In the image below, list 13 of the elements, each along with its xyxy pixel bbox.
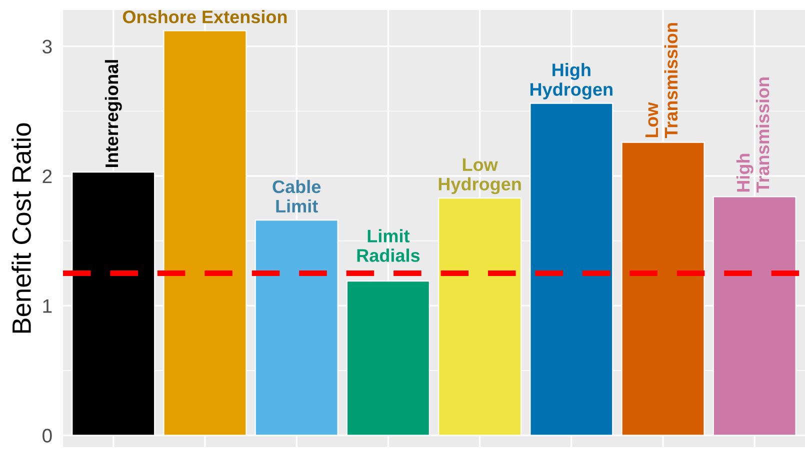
x-tick-label: High Transmission [736,78,770,193]
y-tick-label: 0 [42,428,52,443]
y-tick-label: 3 [42,40,52,54]
x-tick-label: Low Transmission [646,23,678,138]
y-axis-title: Benefit Cost Ratio [12,123,31,333]
x-tick-label: Low Hydrogen [438,158,521,194]
x-tick-label: Onshore Extension [122,10,287,24]
x-tick-label: Limit Radials [357,229,420,262]
x-tick-label: Interregional [104,60,122,167]
x-tick-label: Cable Limit [272,180,321,213]
y-tick-label: 1 [43,299,52,313]
x-tick-label: High Hydrogen [530,63,612,100]
y-tick-label: 2 [42,169,52,184]
